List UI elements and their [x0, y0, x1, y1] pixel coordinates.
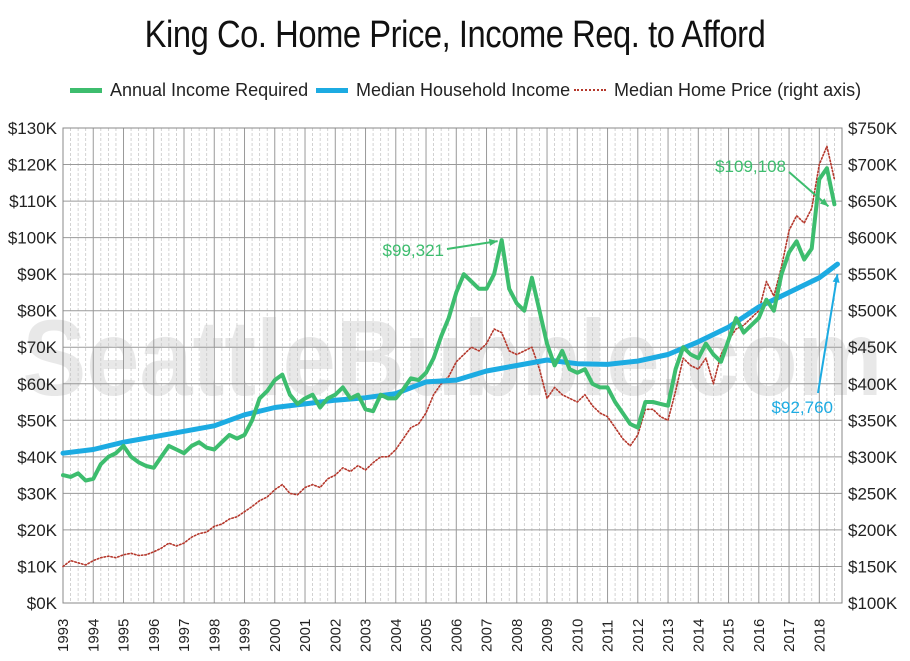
series-line-median-home-price-right-axis — [62, 145, 836, 568]
x-axis-tick-label: 2002 — [327, 619, 344, 652]
legend: Annual Income Required Median Household … — [0, 76, 910, 106]
x-axis-tick-label: 2017 — [781, 619, 798, 652]
x-axis-tick-label: 1993 — [55, 619, 72, 652]
annotation-label: $99,321 — [383, 241, 444, 260]
right-axis-tick-label: $700K — [848, 156, 898, 175]
legend-swatch — [574, 89, 606, 91]
legend-item-home-price: Median Home Price (right axis) — [574, 76, 861, 104]
plot-border — [62, 127, 843, 604]
x-axis-tick-label: 2009 — [539, 619, 556, 652]
annotation-label: $109,108 — [715, 157, 786, 176]
x-axis-tick-label: 1996 — [146, 619, 163, 652]
legend-label: Median Household Income — [356, 79, 571, 100]
legend-label: Median Home Price (right axis) — [614, 79, 862, 100]
x-axis-tick-label: 1999 — [237, 619, 254, 652]
left-axis-tick-label: $60K — [17, 375, 57, 394]
x-axis-tick-label: 2008 — [509, 619, 526, 652]
right-axis-tick-label: $750K — [848, 119, 898, 138]
series-line-median-household-income — [60, 261, 840, 456]
left-axis-tick-label: $70K — [17, 338, 57, 357]
series-line-annual-income-required — [61, 166, 837, 483]
x-axis-tick-label: 2001 — [297, 619, 314, 652]
left-axis-tick-label: $20K — [17, 521, 57, 540]
annotation-arrow-head — [819, 198, 829, 207]
left-axis-tick-label: $130K — [8, 119, 58, 138]
right-axis-tick-label: $300K — [848, 448, 898, 467]
legend-item-income-required: Annual Income Required — [70, 76, 308, 104]
x-axis-tick-label: 1998 — [206, 619, 223, 652]
x-axis-tick-label: 2005 — [418, 619, 435, 652]
x-axis-tick-label: 2000 — [267, 619, 284, 652]
x-axis-tick-label: 1994 — [85, 619, 102, 652]
annotation-arrow-head — [832, 274, 840, 283]
x-axis-tick-label: 2007 — [479, 619, 496, 652]
x-axis-tick-label: 2012 — [630, 619, 647, 652]
watermark-text: SeattleBubble.com — [23, 297, 883, 418]
x-axis-tick-label: 2006 — [448, 619, 465, 652]
annotation-label: $92,760 — [772, 398, 833, 417]
right-axis-tick-label: $200K — [848, 521, 898, 540]
annotation-arrow-line — [788, 171, 830, 208]
x-axis-tick-label: 2011 — [600, 620, 617, 652]
x-axis-tick-label: 2018 — [811, 619, 828, 652]
x-axis-tick-label: 2016 — [751, 619, 768, 652]
left-axis-tick-label: $100K — [8, 229, 58, 248]
right-axis-tick-label: $600K — [848, 229, 898, 248]
x-axis-tick-label: 2010 — [569, 619, 586, 652]
x-axis-tick-label: 2004 — [388, 619, 405, 652]
annotation-arrow-line — [446, 240, 498, 250]
right-axis-tick-label: $100K — [848, 594, 898, 613]
left-axis-tick-label: $110K — [9, 192, 58, 211]
x-axis-tick-label: 1995 — [116, 619, 133, 652]
right-axis-tick-label: $500K — [848, 302, 898, 321]
annotation-arrow-line — [817, 273, 839, 394]
right-axis-tick-label: $550K — [848, 265, 898, 284]
right-axis-tick-label: $250K — [848, 484, 898, 503]
x-axis-tick-label: 1997 — [176, 619, 193, 652]
left-axis-tick-label: $90K — [17, 265, 57, 284]
x-axis-tick-label: 2013 — [660, 619, 677, 652]
chart-title: King Co. Home Price, Income Req. to Affo… — [144, 14, 766, 56]
left-axis-tick-label: $10K — [17, 557, 57, 576]
x-axis-tick-label: 2014 — [690, 619, 707, 652]
left-axis-tick-label: $40K — [17, 448, 57, 467]
left-axis-tick-label: $0K — [27, 594, 58, 613]
right-axis-tick-label: $400K — [848, 375, 898, 394]
right-axis-tick-label: $350K — [848, 411, 898, 430]
legend-label: Annual Income Required — [110, 79, 309, 100]
right-axis-tick-label: $650K — [848, 192, 898, 211]
left-axis-tick-label: $80K — [17, 302, 57, 321]
legend-item-household-income: Median Household Income — [316, 76, 570, 104]
legend-swatch — [70, 87, 102, 93]
left-axis-tick-label: $120K — [8, 156, 58, 175]
x-axis-tick-label: 2003 — [358, 619, 375, 652]
left-axis-tick-label: $50K — [17, 411, 57, 430]
annotation-arrow-head — [488, 238, 498, 246]
left-axis-tick-label: $30K — [17, 484, 57, 503]
right-axis-tick-label: $150K — [848, 557, 898, 576]
right-axis-tick-label: $450K — [848, 338, 898, 357]
x-axis-tick-label: 2015 — [721, 619, 738, 652]
legend-swatch — [316, 87, 348, 93]
